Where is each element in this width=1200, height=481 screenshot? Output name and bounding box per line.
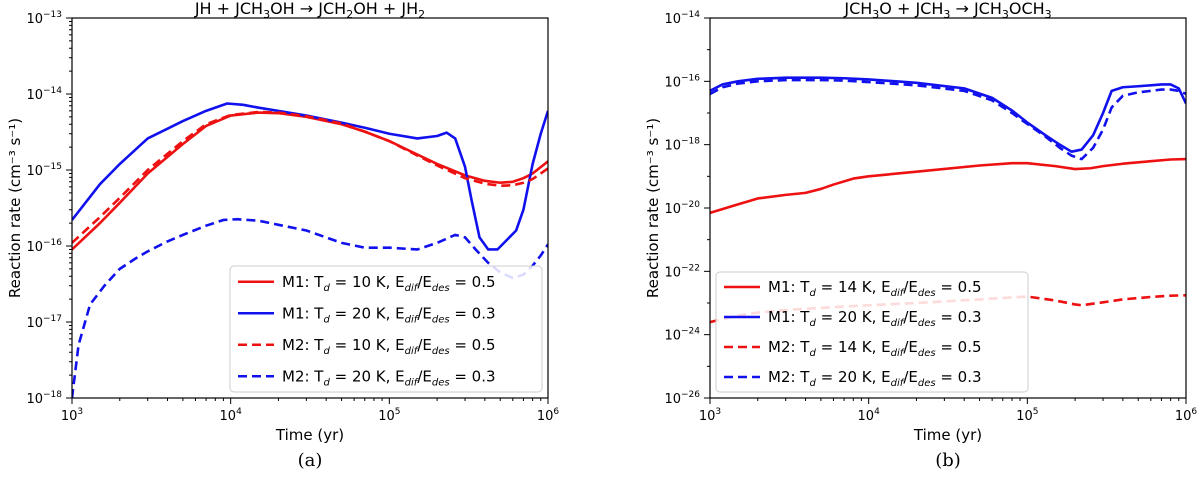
y-axis-label: Reaction rate (cm⁻³ s⁻¹): [644, 118, 662, 298]
legend-label: M1: Td = 20 K, Edif/Edes = 0.3: [282, 304, 496, 325]
y-tick-label: 10−18: [664, 137, 700, 154]
x-tick-label: 106: [1175, 407, 1198, 424]
y-tick-label: 10−14: [26, 86, 62, 103]
series-line-m2-20k: [710, 78, 1186, 161]
series-line-m2-20k: [72, 217, 548, 398]
y-tick-label: 10−26: [664, 390, 700, 407]
x-tick-label: 105: [378, 407, 400, 424]
y-tick-label: 10−16: [664, 73, 700, 90]
legend: M1: Td = 10 K, Edif/Edes = 0.5 M1: Td = 2…: [229, 265, 543, 393]
axes-frame: [71, 17, 549, 399]
y-tick-label: 10−24: [664, 327, 700, 344]
x-tick-label: 104: [220, 407, 243, 424]
y-tick-label: 10−15: [26, 162, 62, 179]
x-tick-label: 104: [858, 407, 881, 424]
y-tick-label: 10−20: [664, 200, 700, 217]
y-axis-label: Reaction rate (cm⁻³ s⁻¹): [6, 118, 24, 298]
legend-label: M2: Td = 10 K, Edif/Edes = 0.5: [282, 336, 496, 357]
chart-title: JH + JCH3OH → JCH2OH + JH2: [194, 0, 425, 21]
legend-label: M1: Td = 20 K, Edif/Edes = 0.3: [768, 308, 982, 329]
x-tick-label: 105: [1016, 407, 1038, 424]
legend-label: M1: Td = 14 K, Edif/Edes = 0.5: [768, 278, 982, 299]
y-tick-label: 10−14: [664, 10, 700, 27]
panel-b: 103 104 105 106 10−26 10−24 10−22 10−20 10−18 10−…: [644, 0, 1197, 471]
panel-caption: (b): [935, 450, 961, 471]
x-tick-label: 103: [699, 407, 721, 424]
legend-box: [715, 271, 1029, 393]
legend-label: M2: Td = 20 K, Edif/Edes = 0.3: [768, 368, 982, 389]
x-axis-label: Time (yr): [275, 426, 344, 444]
series-line-m2-10k: [72, 110, 548, 244]
series-group: [72, 102, 548, 398]
panel-a: 103 104 105 106 10−18 10−17 10−16 10−15 10−14 10−…: [6, 0, 559, 471]
legend-label: M2: Td = 14 K, Edif/Edes = 0.5: [768, 338, 982, 359]
series-line-m1-14k: [710, 157, 1186, 215]
legend: M1: Td = 14 K, Edif/Edes = 0.5 M1: Td = 2…: [715, 271, 1029, 393]
x-axis-label: Time (yr): [913, 426, 982, 444]
legend-label: M2: Td = 20 K, Edif/Edes = 0.3: [282, 367, 496, 388]
legend-label: M1: Td = 10 K, Edif/Edes = 0.5: [282, 273, 496, 294]
y-tick-label: 10−18: [26, 390, 62, 407]
series-line-m1-20k: [72, 102, 548, 251]
chart-title: JCH3O + JCH3 → JCH3OCH3: [843, 0, 1051, 21]
x-tick-label: 103: [61, 407, 83, 424]
panel-caption: (a): [298, 450, 323, 471]
y-tick-label: 10−16: [26, 238, 62, 255]
y-tick-label: 10−13: [26, 10, 62, 27]
x-tick-label: 106: [537, 407, 560, 424]
y-tick-label: 10−22: [664, 263, 700, 280]
legend-box: [229, 265, 543, 393]
y-tick-label: 10−17: [26, 314, 62, 331]
